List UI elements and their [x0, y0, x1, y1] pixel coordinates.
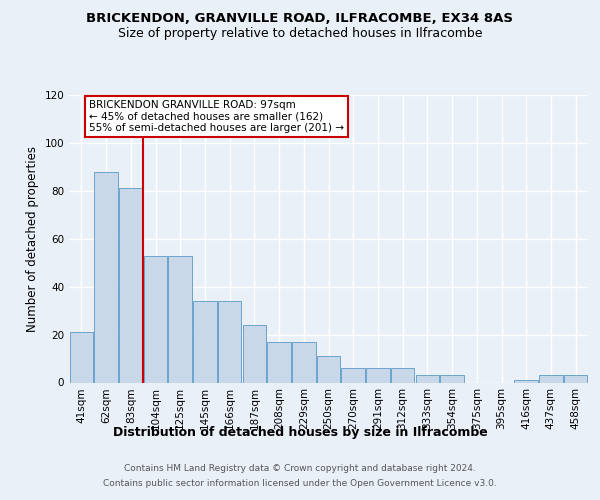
Bar: [366, 368, 389, 382]
Bar: [539, 376, 563, 382]
Bar: [94, 172, 118, 382]
Bar: [268, 342, 291, 382]
Bar: [514, 380, 538, 382]
Bar: [242, 325, 266, 382]
Text: Contains HM Land Registry data © Crown copyright and database right 2024.: Contains HM Land Registry data © Crown c…: [124, 464, 476, 473]
Bar: [193, 301, 217, 382]
Bar: [144, 256, 167, 382]
Bar: [119, 188, 143, 382]
Text: Size of property relative to detached houses in Ilfracombe: Size of property relative to detached ho…: [118, 28, 482, 40]
Y-axis label: Number of detached properties: Number of detached properties: [26, 146, 39, 332]
Bar: [391, 368, 415, 382]
Bar: [440, 376, 464, 382]
Bar: [564, 376, 587, 382]
Bar: [341, 368, 365, 382]
Bar: [169, 256, 192, 382]
Bar: [70, 332, 93, 382]
Bar: [416, 376, 439, 382]
Text: Distribution of detached houses by size in Ilfracombe: Distribution of detached houses by size …: [113, 426, 487, 439]
Bar: [218, 301, 241, 382]
Bar: [292, 342, 316, 382]
Bar: [317, 356, 340, 382]
Text: BRICKENDON GRANVILLE ROAD: 97sqm
← 45% of detached houses are smaller (162)
55% : BRICKENDON GRANVILLE ROAD: 97sqm ← 45% o…: [89, 100, 344, 133]
Text: Contains public sector information licensed under the Open Government Licence v3: Contains public sector information licen…: [103, 479, 497, 488]
Text: BRICKENDON, GRANVILLE ROAD, ILFRACOMBE, EX34 8AS: BRICKENDON, GRANVILLE ROAD, ILFRACOMBE, …: [86, 12, 514, 26]
